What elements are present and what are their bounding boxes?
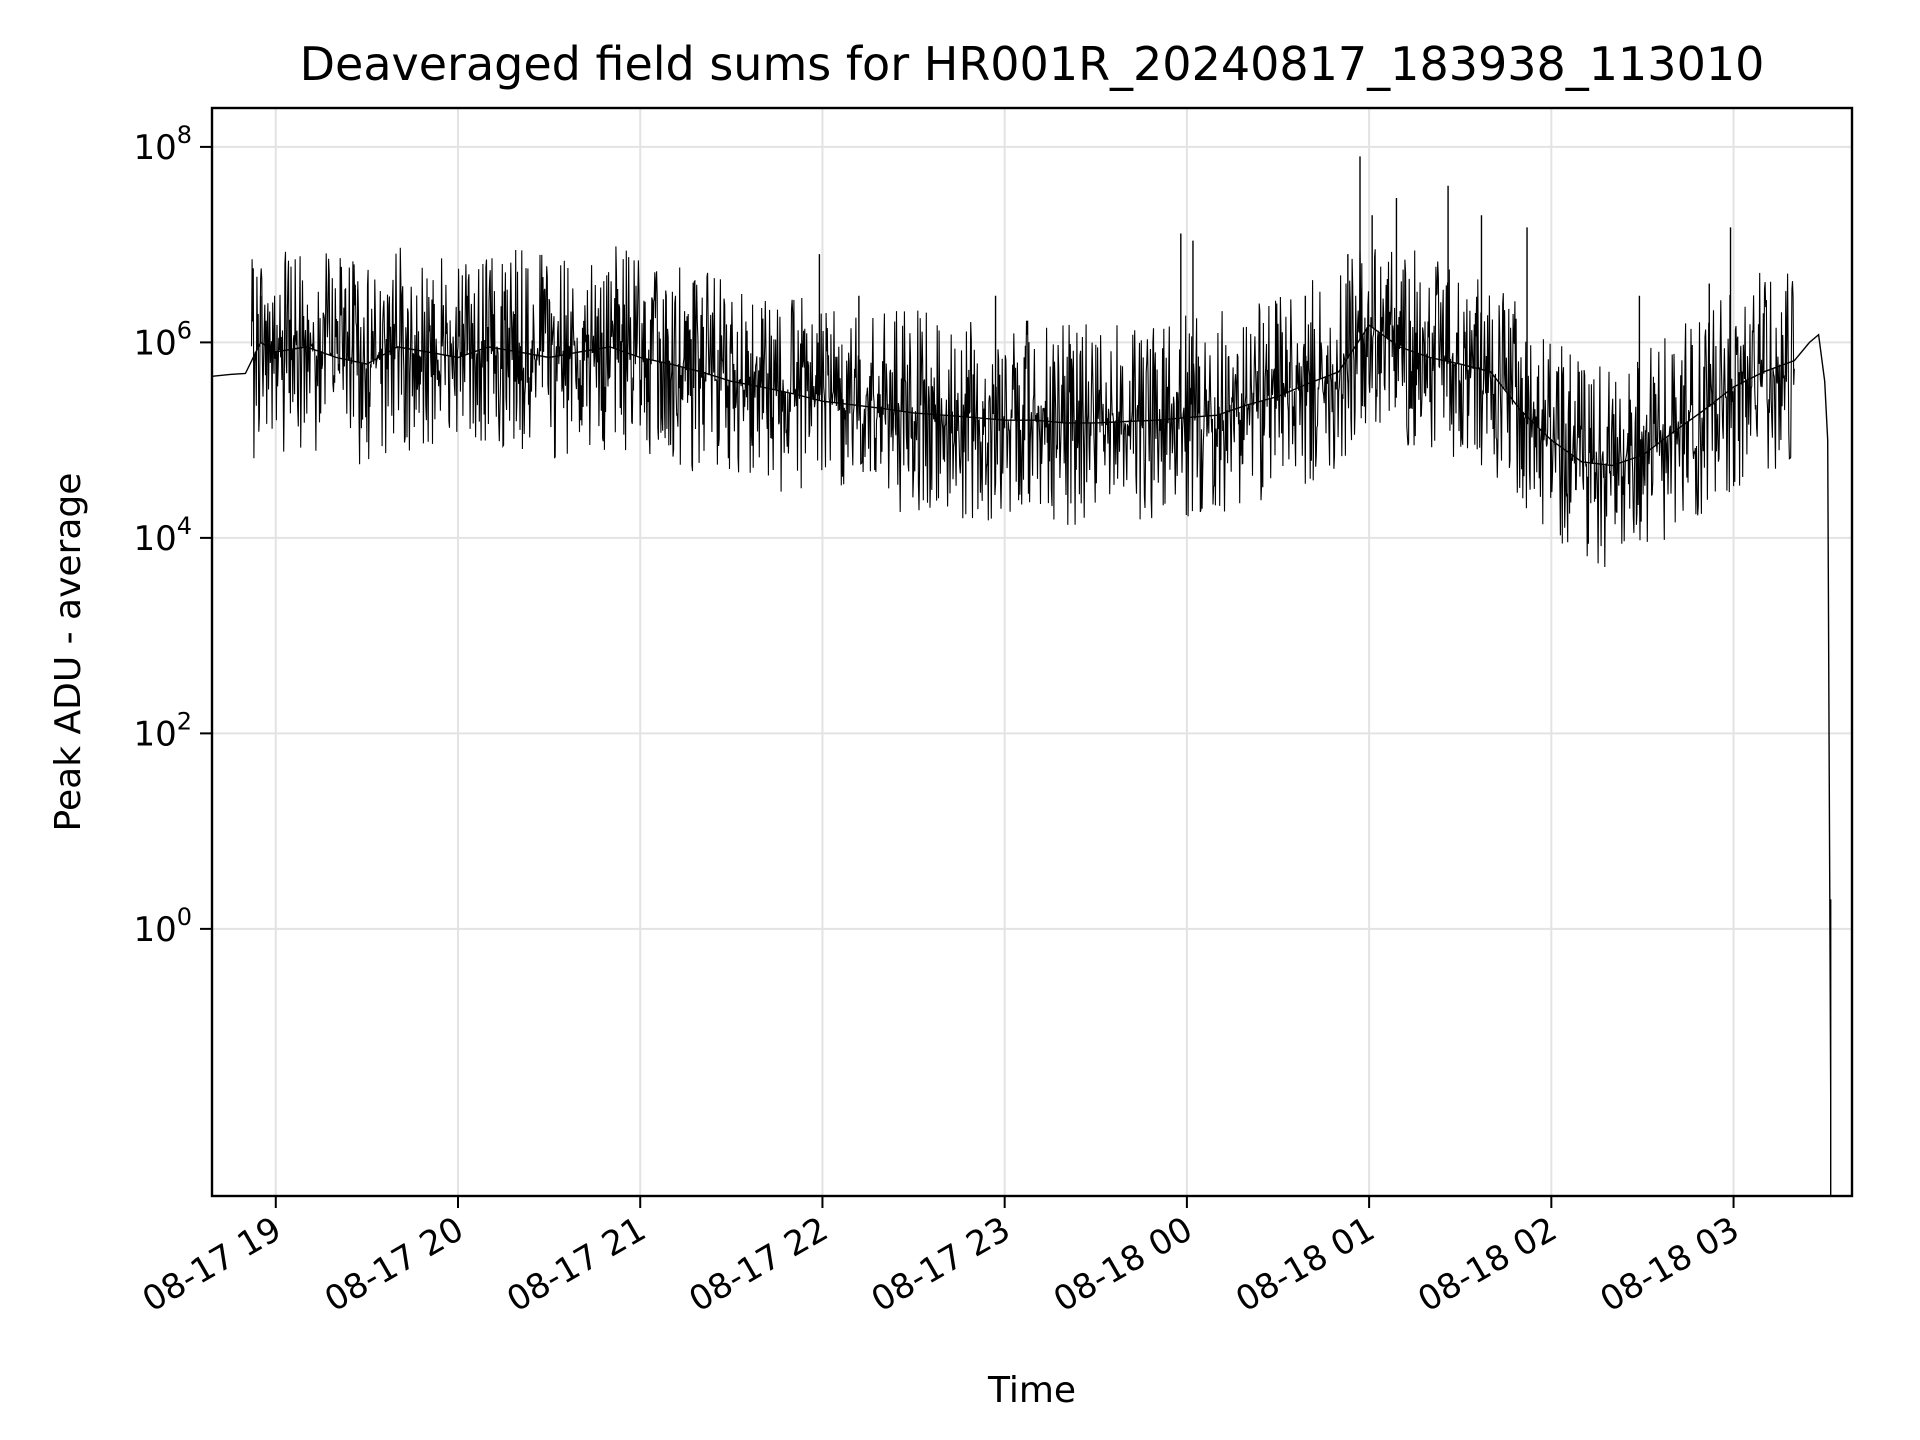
y-tick-label: 106: [133, 316, 192, 363]
x-axis-label: Time: [987, 1370, 1076, 1411]
x-tick-label: 08-18 03: [1594, 1209, 1746, 1320]
y-tick-label: 102: [133, 707, 192, 754]
y-tick-label: 104: [133, 512, 192, 559]
x-tick-label: 08-18 01: [1229, 1209, 1381, 1320]
x-tick-label: 08-18 02: [1411, 1209, 1563, 1320]
x-tick-label: 08-17 23: [865, 1209, 1017, 1320]
y-axis: 100 102 104 106 108: [133, 121, 212, 950]
x-tick-label: 08-17 20: [318, 1209, 470, 1320]
grid: [212, 108, 1852, 1196]
y-axis-label: Peak ADU - average: [48, 473, 89, 832]
plot-frame: [210, 106, 1854, 1198]
x-tick-label: 08-17 19: [136, 1209, 288, 1320]
x-axis: 08-17 19 08-17 20 08-17 21 08-17 22 08-17 23…: [136, 1196, 1746, 1320]
series-layer: [212, 156, 1832, 1195]
chart-title: Deaveraged field sums for HR001R_2024081…: [300, 37, 1765, 91]
x-tick-label: 08-17 21: [500, 1209, 652, 1320]
y-tick-label: 100: [133, 903, 192, 950]
x-tick-label: 08-17 22: [683, 1209, 835, 1320]
series-fluctuation: [250, 246, 1795, 568]
x-tick-label: 08-18 00: [1047, 1209, 1199, 1320]
y-tick-label: 108: [133, 121, 192, 168]
